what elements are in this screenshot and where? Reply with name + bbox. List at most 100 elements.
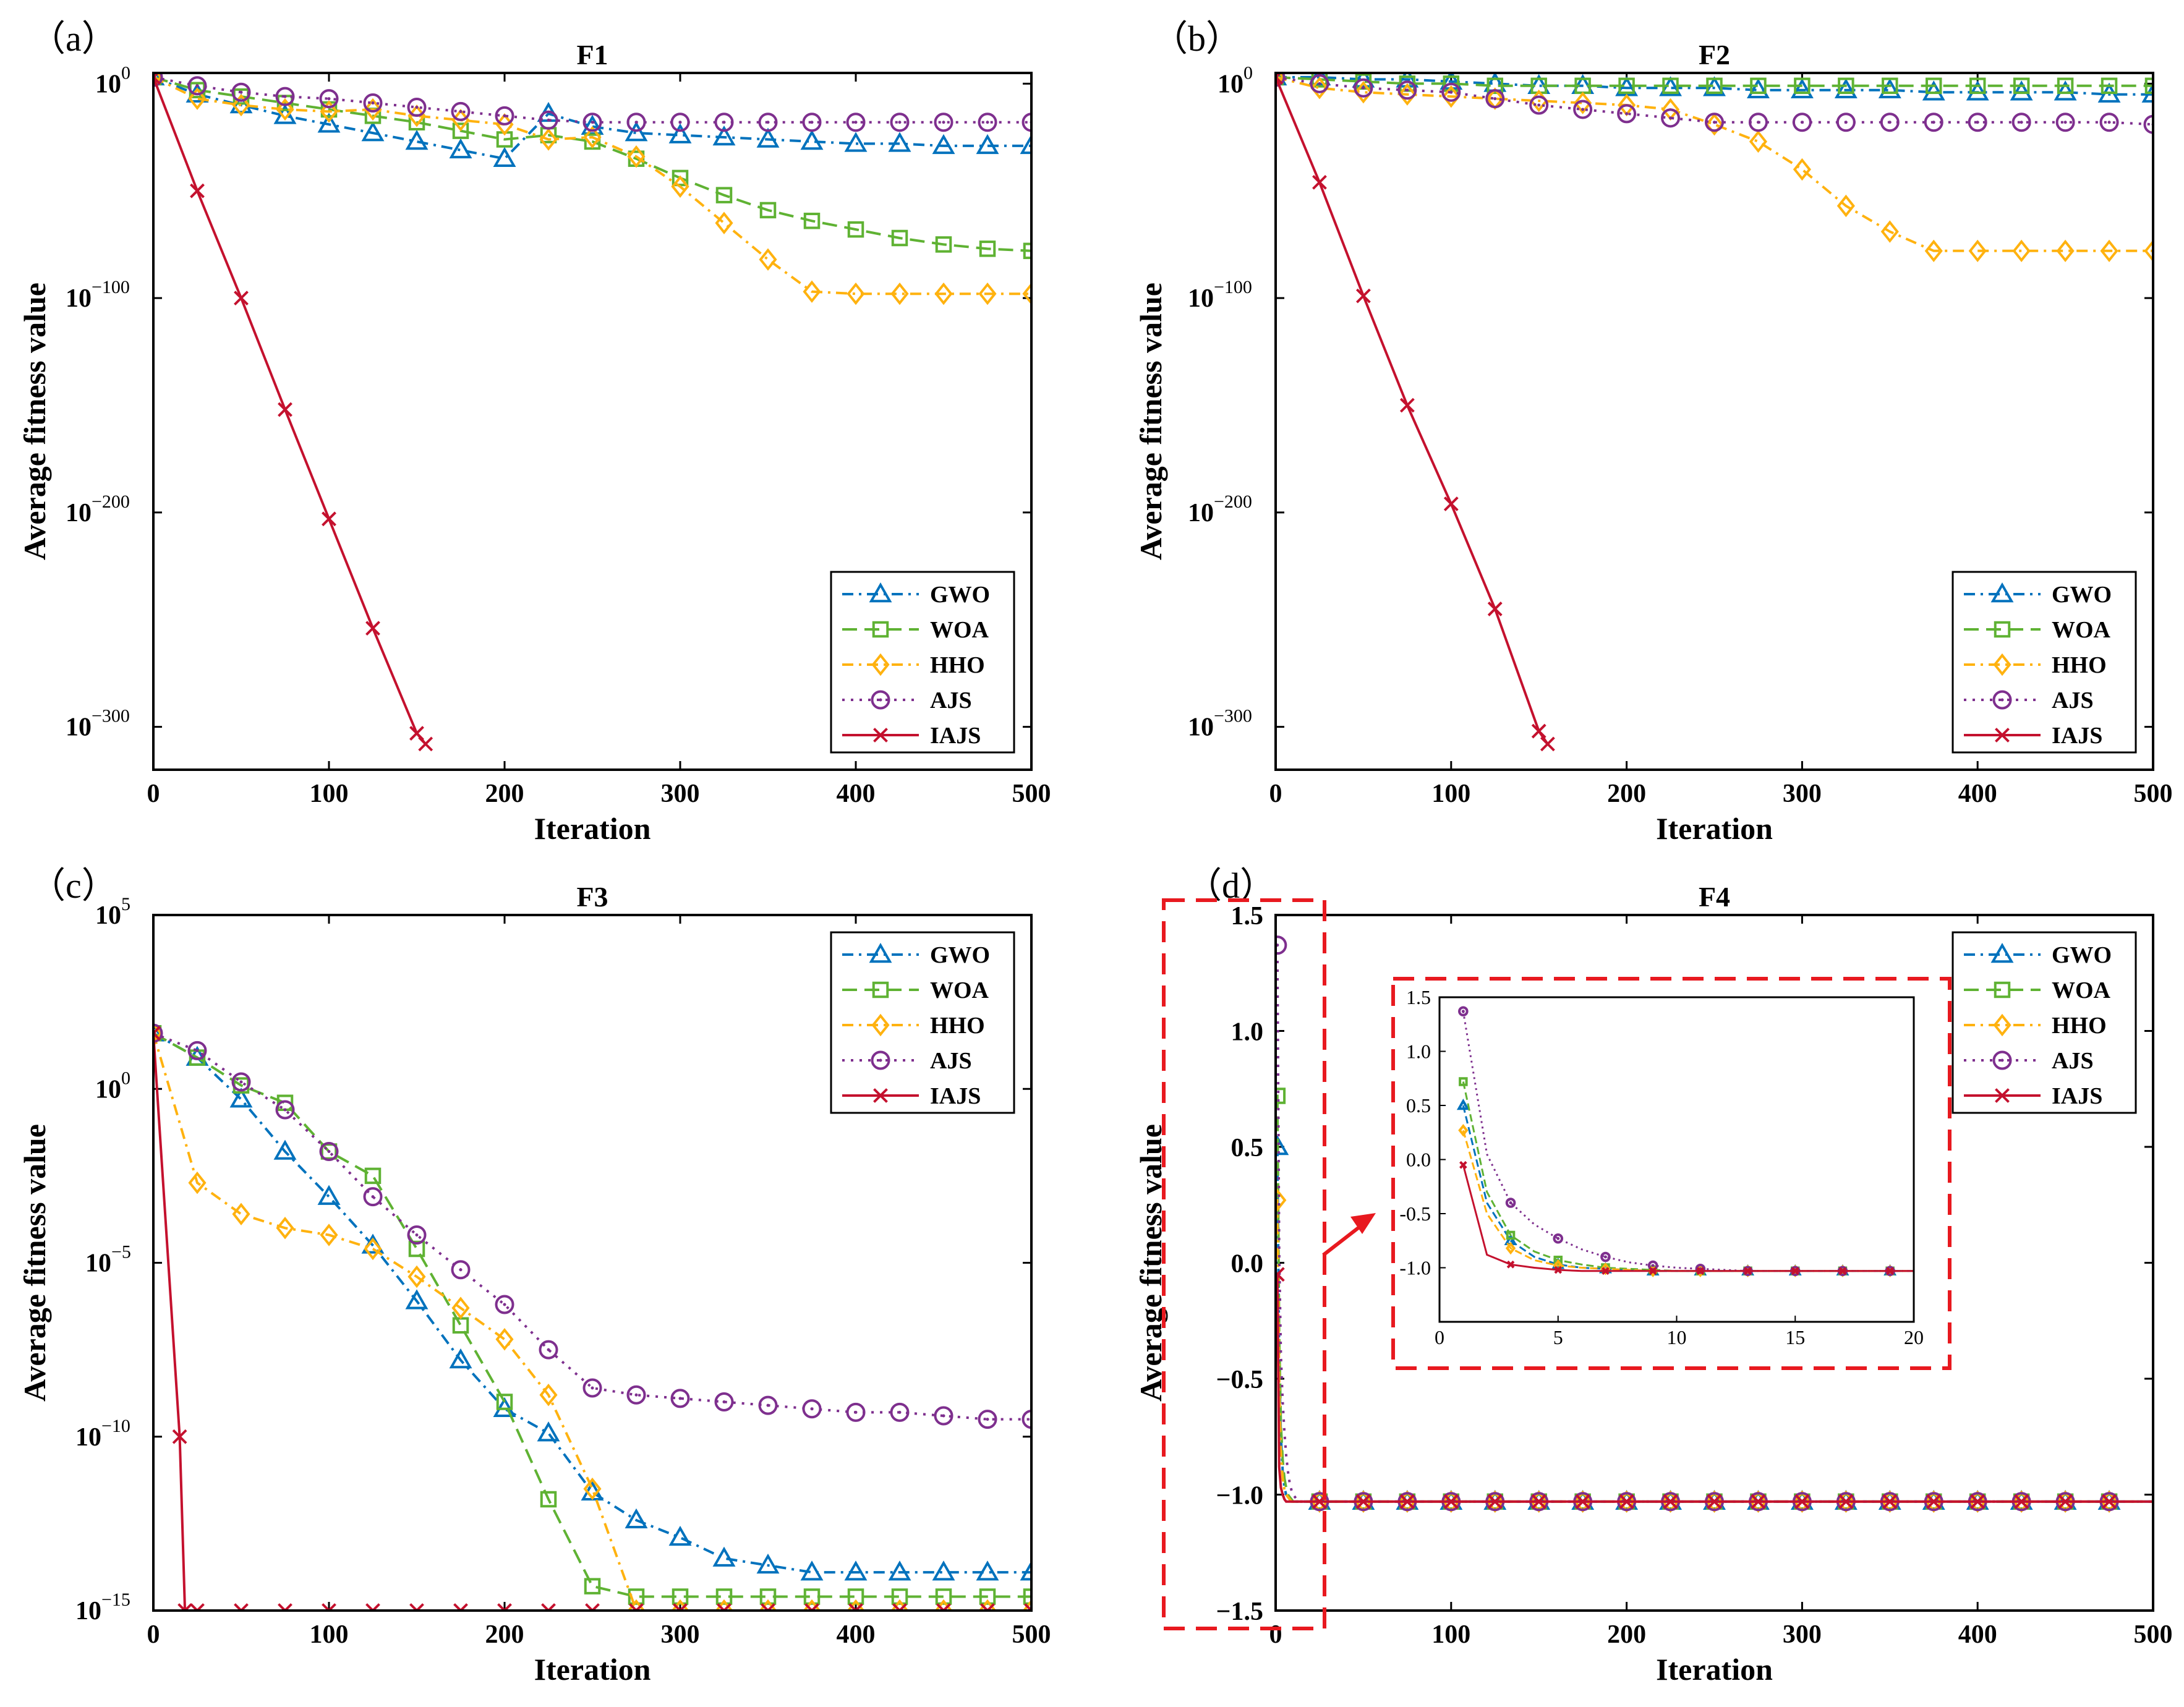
series-line-IAJS — [1276, 1273, 2153, 1503]
point-WOA — [1926, 77, 1942, 95]
point-GWO — [449, 1348, 472, 1369]
y-tick-exp: 0 — [1243, 62, 1253, 83]
point-AJS-ring — [407, 1225, 427, 1245]
legend-marker-WOA — [1994, 621, 2011, 638]
series-group — [1276, 73, 2153, 752]
point-AJS — [451, 101, 471, 121]
x-tick-label: 200 — [1607, 1620, 1646, 1649]
x-tick-label: 200 — [485, 780, 524, 808]
inset-point-AJS — [1553, 1233, 1564, 1244]
point-HHO — [1574, 92, 1592, 114]
inset-point-AJS — [1505, 1198, 1516, 1208]
point-GWO — [1747, 78, 1770, 98]
point-AJS-dot — [722, 121, 726, 124]
point-AJS-ring — [978, 1410, 997, 1429]
point-WOA — [628, 1588, 645, 1605]
legend-label-IAJS: IAJS — [930, 1083, 981, 1109]
inset-point-AJS-dot — [1603, 1255, 1607, 1259]
y-tick-label-base: 10 — [85, 1249, 111, 1278]
point-AJS — [1748, 113, 1768, 132]
point-AJS-dot — [327, 97, 331, 101]
y-tick-label: 10−15 — [75, 1590, 130, 1625]
point-AJS-ring — [802, 113, 822, 132]
point-WOA — [2013, 77, 2030, 95]
legend-label-WOA: WOA — [2052, 617, 2111, 643]
point-IAJS — [1531, 1494, 1546, 1509]
point-AJS-dot — [1976, 121, 1979, 124]
legend-marker-AJS-ring — [1992, 690, 2012, 710]
point-AJS-ring — [582, 113, 602, 132]
point-HHO — [1793, 158, 1811, 181]
point-HHO — [934, 282, 953, 305]
point-AJS-dot — [503, 1303, 506, 1306]
point-AJS-dot — [766, 1403, 770, 1407]
point-GWO — [1276, 1134, 1289, 1156]
x-tick-label: 300 — [1783, 1620, 1822, 1649]
point-IAJS — [1794, 1494, 1810, 1509]
point-HHO — [188, 1171, 207, 1194]
point-AJS-ring — [626, 113, 646, 132]
point-WOA — [891, 1588, 908, 1605]
point-AJS-ring — [2143, 114, 2153, 134]
point-HHO — [583, 1477, 602, 1501]
point-IAJS — [2014, 1494, 2029, 1509]
point-HHO — [276, 98, 294, 121]
point-WOA — [759, 1588, 777, 1605]
point-AJS-dot — [239, 90, 243, 94]
point-AJS-dot — [1800, 121, 1804, 124]
x-axis-label: Iteration — [534, 811, 651, 846]
point-WOA — [891, 229, 908, 247]
inset-line-IAJS — [1462, 1164, 1914, 1272]
y-tick-label: 10−200 — [1188, 492, 1252, 527]
point-WOA — [672, 169, 689, 187]
inset-point-AJS-dot — [1461, 1010, 1465, 1013]
point-IAJS — [1531, 723, 1546, 739]
point-AJS-ring — [1310, 74, 1329, 93]
point-AJS — [187, 1041, 207, 1060]
point-IAJS — [322, 1603, 336, 1611]
legend: GWO WOA HHO AJS IAJS — [830, 571, 1015, 754]
y-tick-exp: 0 — [121, 1068, 130, 1088]
point-AJS — [714, 113, 734, 132]
legend-marker-AJS-ring — [871, 1050, 890, 1070]
point-WOA — [1706, 77, 1723, 95]
point-IAJS — [1312, 174, 1327, 190]
point-GWO — [756, 127, 780, 148]
point-GWO — [405, 129, 429, 150]
point-AJS-dot — [810, 1407, 814, 1411]
inset-point-HHO — [1505, 1241, 1516, 1255]
point-IAJS — [497, 1603, 512, 1611]
point-AJS-dot — [2107, 121, 2111, 124]
point-AJS — [846, 1402, 866, 1422]
point-HHO — [803, 280, 821, 303]
inset-x-tick-label: 5 — [1553, 1326, 1563, 1348]
y-tick-label: −0.5 — [1216, 1366, 1263, 1394]
inset-point-IAJS — [1696, 1267, 1705, 1275]
point-IAJS — [1487, 1494, 1503, 1509]
point-AJS — [275, 87, 295, 106]
point-HHO — [2144, 239, 2153, 263]
x-tick-label: 100 — [310, 780, 349, 808]
point-AJS — [539, 110, 558, 130]
point-AJS — [582, 113, 602, 132]
point-WOA — [1443, 75, 1460, 92]
point-HHO — [539, 128, 558, 151]
y-tick-label: 1.0 — [1231, 1018, 1264, 1047]
point-HHO — [1836, 194, 1855, 218]
point-AJS — [1792, 113, 1812, 132]
y-tick-label-base: 10 — [66, 713, 92, 742]
point-AJS-dot — [1669, 116, 1673, 120]
point-AJS — [231, 82, 251, 102]
series-line-HHO — [153, 1032, 1031, 1611]
point-AJS-dot — [942, 1414, 945, 1418]
series-line-WOA — [153, 75, 1031, 252]
point-IAJS — [234, 291, 249, 306]
y-tick-label: 10−100 — [1188, 277, 1252, 313]
point-AJS-ring — [1022, 1410, 1031, 1429]
point-HHO — [671, 175, 689, 198]
point-AJS — [187, 76, 207, 96]
inset-x-tick-label: 20 — [1904, 1326, 1924, 1348]
x-tick-label: 0 — [147, 1620, 160, 1649]
point-WOA — [408, 1240, 425, 1258]
point-AJS — [1441, 82, 1461, 102]
